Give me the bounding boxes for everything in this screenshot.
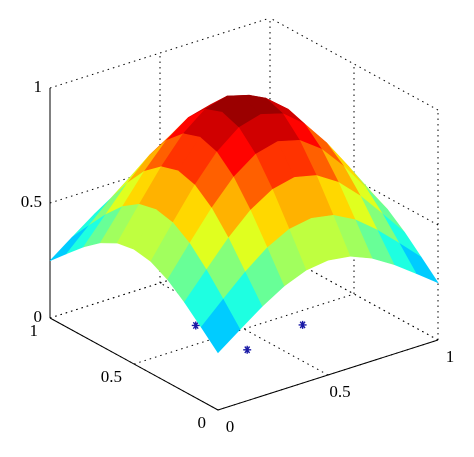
grid-line	[269, 17, 439, 111]
y-tick-label: 0	[198, 413, 207, 432]
z-tick-label: 0	[34, 307, 43, 326]
y-axis	[49, 317, 219, 411]
surface-patch	[200, 298, 241, 354]
scatter-point	[243, 345, 252, 354]
x-tick-label: 1	[446, 347, 455, 366]
scatter-point	[191, 321, 200, 330]
y-tick-label: 0.5	[101, 367, 122, 386]
scatter-point	[298, 320, 307, 329]
y-tick-label: 1	[30, 321, 39, 340]
z-tick-label: 0.5	[21, 192, 42, 211]
x-tick-label: 0	[226, 417, 235, 436]
z-tick-label: 1	[34, 77, 43, 96]
x-axis	[217, 339, 439, 411]
x-tick-label: 0.5	[329, 382, 350, 401]
